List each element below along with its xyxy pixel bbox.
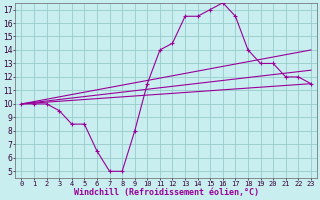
X-axis label: Windchill (Refroidissement éolien,°C): Windchill (Refroidissement éolien,°C): [74, 188, 259, 197]
